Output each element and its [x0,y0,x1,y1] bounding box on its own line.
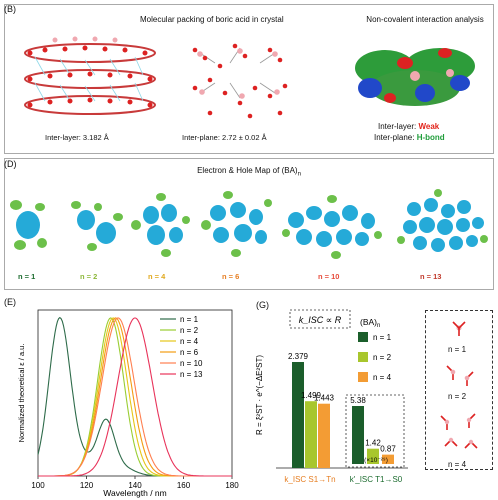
crystal-stack-image [24,36,156,115]
legend-label: n = 2 [373,353,392,362]
scale-note: (×10⁻²⁹) [364,457,388,464]
nci-inter-layer: Inter-layer: Weak [378,122,439,131]
nci-plane-value: H-bond [416,133,445,142]
map-n2 [71,201,123,251]
legend-label: n = 2 [180,326,199,335]
nci-inter-plane: Inter-plane: H-bond [374,133,445,142]
plot-frame [37,309,233,477]
bar-g1-0 [292,362,304,468]
n-label-4: n = 4 [148,272,166,281]
x-axis-label: Wavelength / nm [103,488,166,498]
bar-value-label: 1.443 [314,394,335,403]
map-n4 [131,193,190,257]
group-label-1: k_ISC S1→Tn [284,475,335,484]
x-tick-label: 100 [31,481,45,490]
nci-isosurface-image [355,48,475,106]
panel-d-title-sub: n [297,171,301,178]
series-line-n6 [38,317,232,477]
structure-n1 [452,321,466,336]
series-line-n10 [38,317,232,477]
x-tick-label: 140 [128,481,142,490]
n-label-1: n = 1 [18,272,36,281]
series-line-n2 [38,317,232,477]
structure-label-n1: n = 1 [448,345,467,354]
map-n10 [282,195,382,259]
bar-value-label: 2.379 [288,352,309,361]
legend-label: n = 4 [180,337,199,346]
x-tick-label: 180 [225,481,239,490]
inset-box [345,394,405,468]
n-label-10: n = 10 [318,272,340,281]
bar-g1-2 [318,403,330,468]
electron-hole-maps [10,189,488,259]
panel-e-label: (E) [4,297,16,307]
series-line-n1 [37,316,232,477]
bar-value-label: 1.499 [301,391,322,400]
y-axis-label: Normalized theoretical ε / a.u. [17,344,26,443]
structure-box [425,310,493,470]
legend-label: n = 6 [180,348,199,357]
legend-swatch [358,372,368,382]
series-line-n4 [38,317,232,477]
n-label-13: n = 13 [420,272,442,281]
nci-layer-prefix: Inter-layer: [378,122,419,131]
structure-n2 [446,365,474,386]
bar-g2-1 [367,448,379,464]
panel-b-title-nci: Non-covalent interaction analysis [360,15,490,25]
bar-g1-1 [305,401,317,468]
inplane-network-image [192,43,288,119]
panel-b-label: (B) [4,4,16,14]
absorption-chart: 100 120 140 160 180 Wavelength / nm Normalized… [17,309,239,498]
legend-title-sub: n [377,323,380,329]
legend-label: n = 1 [180,315,199,324]
inter-layer-caption: Inter-layer: 3.182 Å [45,133,109,142]
nci-layer-value: Weak [418,122,440,131]
bar-value-label: 0.87 [380,445,396,454]
panel-b-title-crystal: Molecular packing of boric acid in cryst… [140,15,284,24]
n-label-6: n = 6 [222,272,240,281]
nci-title: Non-covalent interaction analysis [366,15,484,24]
inter-plane-caption: Inter-plane: 2.72 ± 0.02 Å [182,133,267,142]
structure-n4 [440,413,478,449]
structure-label-n2: n = 2 [448,392,467,401]
panel-b [4,4,494,154]
legend-swatch [358,332,368,342]
nci-plane-prefix: Inter-plane: [374,133,417,142]
y-axis-label: R = ξ²ST · e^(−ΔE²ST) [255,355,264,435]
panel-d-title-text: Electron & Hole Map of (BA) [197,166,298,175]
legend-label: n = 10 [180,359,203,368]
legend-label: n = 13 [180,370,203,379]
x-tick-label: 160 [177,481,191,490]
map-n1 [10,200,47,250]
legend-label: n = 1 [373,333,392,342]
series-line-n13 [38,317,232,477]
bar-g2-0 [352,406,364,464]
panel-d [4,158,494,290]
n-label-2: n = 2 [80,272,98,281]
bar-g2-2 [382,454,394,464]
legend-swatch [358,352,368,362]
panel-d-label: (D) [4,159,17,169]
map-n13 [397,189,488,252]
bar-value-label: 1.42 [365,439,381,448]
bar-value-label: 5.38 [350,396,366,405]
structure-drawings [440,321,478,449]
annotation-box [289,309,351,329]
structure-label-n4: n = 4 [448,460,467,469]
legend-title: (BA)n [360,317,380,329]
panel-d-title: Electron & Hole Map of (BA)n [0,166,498,178]
legend-label: n = 4 [373,373,392,382]
crystal-layers [24,36,156,115]
panel-g-label: (G) [256,300,269,310]
group-label-2: k'_ISC T1→S0 [350,475,403,484]
x-tick-label: 120 [80,481,94,490]
map-n6 [201,191,272,257]
isc-bar-chart: R = ξ²ST · e^(−ΔE²ST) k_ISC ∝ R (BA)n n = 1… [255,309,408,484]
annotation-text: k_ISC ∝ R [299,315,342,325]
